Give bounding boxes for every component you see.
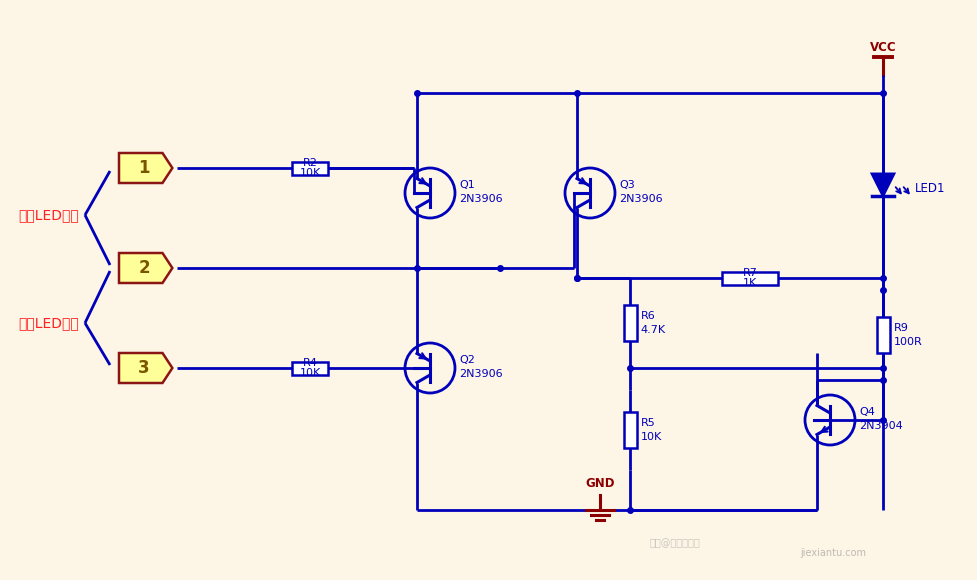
Text: R9: R9 bbox=[894, 323, 909, 333]
Text: 2N3906: 2N3906 bbox=[459, 369, 502, 379]
Text: 2N3906: 2N3906 bbox=[619, 194, 662, 204]
Text: VCC: VCC bbox=[870, 41, 896, 54]
Text: 4.7K: 4.7K bbox=[641, 325, 665, 335]
Text: R5: R5 bbox=[641, 418, 656, 428]
Text: 100R: 100R bbox=[894, 337, 922, 347]
Text: Q1: Q1 bbox=[459, 180, 475, 190]
FancyBboxPatch shape bbox=[292, 161, 328, 175]
Text: R7: R7 bbox=[743, 269, 757, 278]
Polygon shape bbox=[119, 253, 172, 283]
FancyBboxPatch shape bbox=[292, 361, 328, 375]
Polygon shape bbox=[871, 173, 894, 197]
Text: Q3: Q3 bbox=[619, 180, 635, 190]
Text: jiexiantu.com: jiexiantu.com bbox=[800, 548, 866, 558]
Text: 10K: 10K bbox=[299, 168, 320, 177]
Text: 触摸LED灯开: 触摸LED灯开 bbox=[18, 316, 79, 330]
Text: R4: R4 bbox=[303, 358, 318, 368]
Text: 头条@硬天不头通: 头条@硬天不头通 bbox=[650, 538, 701, 548]
Text: 10K: 10K bbox=[299, 368, 320, 378]
Text: R6: R6 bbox=[641, 311, 656, 321]
Polygon shape bbox=[119, 153, 172, 183]
Text: LED1: LED1 bbox=[914, 182, 945, 195]
FancyBboxPatch shape bbox=[722, 271, 778, 285]
Text: 2: 2 bbox=[138, 259, 149, 277]
Text: 1K: 1K bbox=[743, 277, 757, 288]
Text: Q4: Q4 bbox=[859, 407, 874, 417]
Text: Q2: Q2 bbox=[459, 355, 475, 365]
Text: 触摸LED灯关: 触摸LED灯关 bbox=[18, 208, 79, 222]
Text: GND: GND bbox=[585, 477, 615, 490]
FancyBboxPatch shape bbox=[876, 317, 889, 353]
Text: 2N3906: 2N3906 bbox=[459, 194, 502, 204]
Text: 1: 1 bbox=[139, 159, 149, 177]
Text: 2N3904: 2N3904 bbox=[859, 421, 903, 431]
Text: 10K: 10K bbox=[641, 432, 661, 442]
Text: 3: 3 bbox=[138, 359, 149, 377]
FancyBboxPatch shape bbox=[623, 305, 636, 341]
FancyBboxPatch shape bbox=[623, 412, 636, 448]
Polygon shape bbox=[119, 353, 172, 383]
Text: R2: R2 bbox=[303, 158, 318, 169]
